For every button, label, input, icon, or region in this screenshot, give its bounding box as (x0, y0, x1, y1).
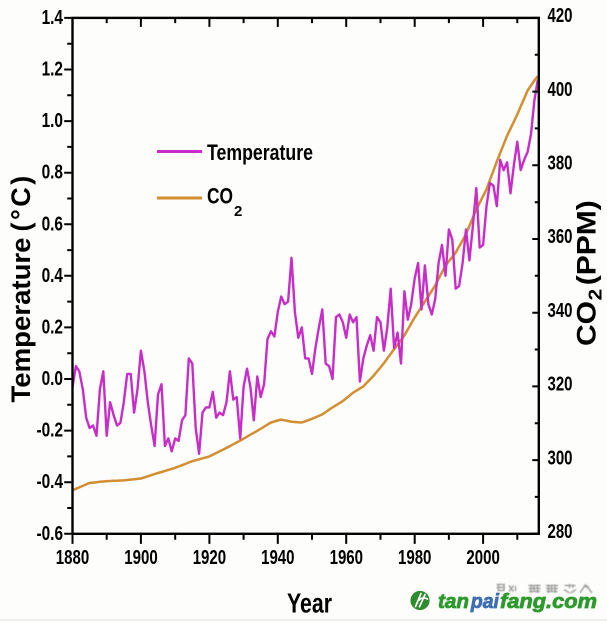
svg-text:-0.6: -0.6 (37, 522, 64, 545)
svg-text:Temperature: Temperature (207, 140, 313, 165)
svg-text:1920: 1920 (193, 547, 226, 569)
svg-text:-0.2: -0.2 (37, 419, 64, 442)
svg-text:360: 360 (548, 226, 573, 248)
svg-text:320: 320 (548, 374, 573, 396)
svg-text:Temperature: Temperature (6, 238, 36, 403)
svg-text:0.4: 0.4 (42, 264, 64, 287)
svg-text:420: 420 (548, 5, 573, 27)
svg-text:1.2: 1.2 (42, 58, 63, 81)
svg-text:(°C): (°C) (6, 173, 36, 231)
svg-text:0.8: 0.8 (42, 161, 63, 184)
svg-text:1880: 1880 (56, 547, 89, 569)
svg-text:fang.com: fang.com (500, 590, 597, 613)
svg-text:Year: Year (287, 588, 332, 619)
svg-text:1.0: 1.0 (42, 109, 63, 132)
svg-text:380: 380 (548, 153, 573, 175)
svg-text:pai: pai (470, 590, 500, 613)
svg-text:300: 300 (548, 447, 573, 469)
svg-text:2000: 2000 (466, 547, 499, 569)
svg-text:(PPM): (PPM) (571, 200, 601, 285)
svg-text:340: 340 (548, 300, 573, 322)
svg-text:0.6: 0.6 (42, 212, 63, 235)
svg-text:1.4: 1.4 (42, 6, 64, 29)
svg-text:280: 280 (548, 521, 573, 543)
svg-text:0.0: 0.0 (42, 367, 63, 390)
svg-text:2: 2 (586, 289, 607, 301)
svg-text:1980: 1980 (398, 547, 431, 569)
svg-text:tan: tan (438, 590, 469, 613)
svg-text:1960: 1960 (330, 547, 363, 569)
svg-text:2: 2 (234, 203, 242, 220)
svg-text:CO: CO (571, 301, 601, 346)
svg-text:400: 400 (548, 79, 573, 101)
svg-text:CO: CO (207, 184, 233, 209)
svg-text:1900: 1900 (124, 547, 157, 569)
svg-text:-0.4: -0.4 (37, 470, 64, 493)
svg-text:1940: 1940 (261, 547, 294, 569)
svg-text:0.2: 0.2 (42, 315, 63, 338)
